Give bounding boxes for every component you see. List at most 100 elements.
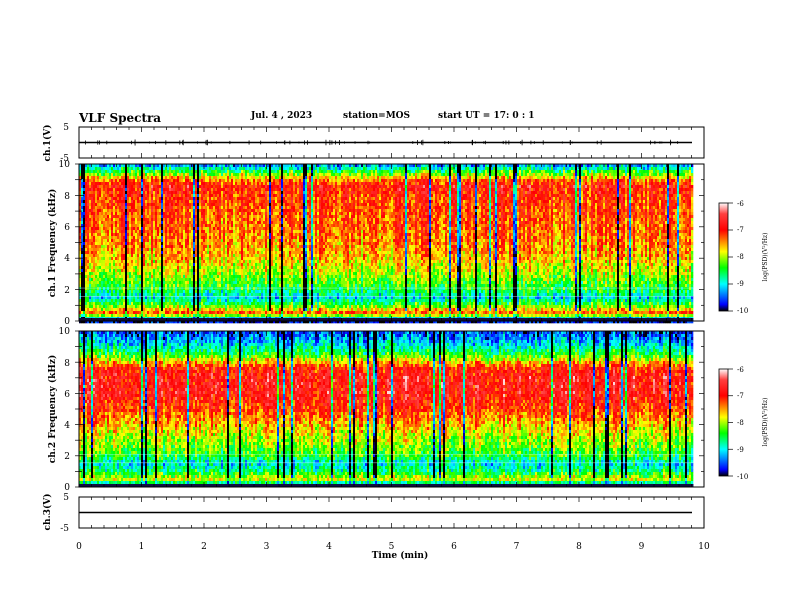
spectrogram-cell bbox=[565, 173, 567, 176]
spectrogram-cell bbox=[161, 176, 163, 179]
spectrogram-cell bbox=[571, 176, 573, 179]
spectrogram-cell bbox=[583, 167, 585, 170]
spectrogram-cell bbox=[435, 194, 437, 197]
spectrogram-cell bbox=[121, 197, 123, 200]
spectrogram-cell bbox=[205, 176, 207, 179]
spectrogram-cell bbox=[651, 176, 653, 179]
spectrogram-cell bbox=[665, 182, 667, 185]
spectrogram-cell bbox=[501, 167, 503, 170]
spectrogram-cell bbox=[147, 188, 149, 191]
spectrogram-cell bbox=[253, 194, 255, 197]
spectrogram-cell bbox=[581, 167, 583, 170]
spectrogram-cell bbox=[215, 194, 217, 197]
spectrogram-cell bbox=[125, 185, 127, 188]
spectrogram-cell bbox=[253, 191, 255, 194]
spectrogram-cell bbox=[329, 170, 331, 173]
spectrogram-cell bbox=[101, 197, 103, 200]
spectrogram-cell bbox=[111, 173, 113, 176]
spectrogram-cell bbox=[299, 185, 301, 188]
spectrogram-cell bbox=[81, 191, 83, 194]
spectrogram-cell bbox=[143, 167, 145, 170]
spectrogram-cell bbox=[235, 188, 237, 191]
spectrogram-cell bbox=[443, 185, 445, 188]
spectrogram-cell bbox=[185, 173, 187, 176]
spectrogram-cell bbox=[497, 185, 499, 188]
spectrogram-cell bbox=[629, 179, 631, 182]
spectrogram-cell bbox=[115, 173, 117, 176]
spectrogram-cell bbox=[619, 167, 621, 170]
spectrogram-cell bbox=[203, 185, 205, 188]
spectrogram-cell bbox=[467, 167, 469, 170]
spectrogram-cell bbox=[603, 188, 605, 191]
spectrogram-cell bbox=[197, 197, 199, 200]
spectrogram-cell bbox=[265, 173, 267, 176]
spectrogram-cell bbox=[625, 194, 627, 197]
spectrogram-cell bbox=[571, 170, 573, 173]
spectrogram-cell bbox=[119, 194, 121, 197]
spectrogram-cell bbox=[99, 173, 101, 176]
spectrogram-cell bbox=[423, 170, 425, 173]
spectrogram-cell bbox=[639, 173, 641, 176]
spectrogram-cell bbox=[267, 197, 269, 200]
spectrogram-cell bbox=[205, 191, 207, 194]
spectrogram-cell bbox=[453, 182, 455, 185]
spectrogram-cell bbox=[177, 197, 179, 200]
spectrogram-cell bbox=[653, 185, 655, 188]
spectrogram-cell bbox=[659, 167, 661, 170]
spectrogram-cell bbox=[297, 170, 299, 173]
spectrogram-cell bbox=[419, 188, 421, 191]
spectrogram-cell bbox=[339, 173, 341, 176]
spectrogram-cell bbox=[277, 182, 279, 185]
spectrogram-cell bbox=[137, 188, 139, 191]
spectrogram-cell bbox=[377, 185, 379, 188]
spectrogram-cell bbox=[585, 191, 587, 194]
spectrogram-cell bbox=[519, 176, 521, 179]
spectrogram-cell bbox=[439, 176, 441, 179]
spectrogram-cell bbox=[301, 188, 303, 191]
spectrogram-cell bbox=[127, 176, 129, 179]
spectrogram-cell bbox=[507, 170, 509, 173]
spectrogram-cell bbox=[117, 197, 119, 200]
spectrogram-cell bbox=[325, 194, 327, 197]
spectrogram-cell bbox=[229, 197, 231, 200]
spectrogram-cell bbox=[539, 185, 541, 188]
spectrogram-cell bbox=[687, 179, 689, 182]
spectrogram-cell bbox=[539, 170, 541, 173]
spectrogram-cell bbox=[249, 173, 251, 176]
spectrogram-cell bbox=[441, 173, 443, 176]
spectrogram-cell bbox=[603, 167, 605, 170]
spectrogram-cell bbox=[525, 188, 527, 191]
spectrogram-cell bbox=[387, 188, 389, 191]
spectrogram-cell bbox=[261, 194, 263, 197]
spectrogram-cell bbox=[281, 188, 283, 191]
spectrogram-cell bbox=[493, 179, 495, 182]
spectrogram-cell bbox=[485, 191, 487, 194]
spectrogram-cell bbox=[527, 194, 529, 197]
spectrogram-cell bbox=[209, 194, 211, 197]
spectrogram-cell bbox=[481, 191, 483, 194]
spectrogram-cell bbox=[535, 173, 537, 176]
spectrogram-cell bbox=[531, 182, 533, 185]
spectrogram-cell bbox=[181, 185, 183, 188]
spectrogram-cell bbox=[591, 194, 593, 197]
spectrogram-cell bbox=[601, 167, 603, 170]
spectrogram-cell bbox=[531, 191, 533, 194]
spectrogram-cell bbox=[443, 188, 445, 191]
spectrogram-cell bbox=[301, 185, 303, 188]
spectrogram-cell bbox=[243, 197, 245, 200]
spectrogram-cell bbox=[457, 176, 459, 179]
spectrogram-cell bbox=[223, 179, 225, 182]
spectrogram-cell bbox=[615, 176, 617, 179]
spectrogram-cell bbox=[471, 179, 473, 182]
spectrogram-cell bbox=[443, 191, 445, 194]
spectrogram-cell bbox=[195, 170, 197, 173]
spectrogram-cell bbox=[253, 179, 255, 182]
spectrogram-cell bbox=[593, 188, 595, 191]
spectrogram-cell bbox=[511, 182, 513, 185]
spectrogram-cell bbox=[279, 185, 281, 188]
spectrogram-cell bbox=[475, 170, 477, 173]
spectrogram-cell bbox=[489, 176, 491, 179]
spectrogram-cell bbox=[411, 173, 413, 176]
spectrogram-cell bbox=[365, 170, 367, 173]
spectrogram-cell bbox=[141, 191, 143, 194]
